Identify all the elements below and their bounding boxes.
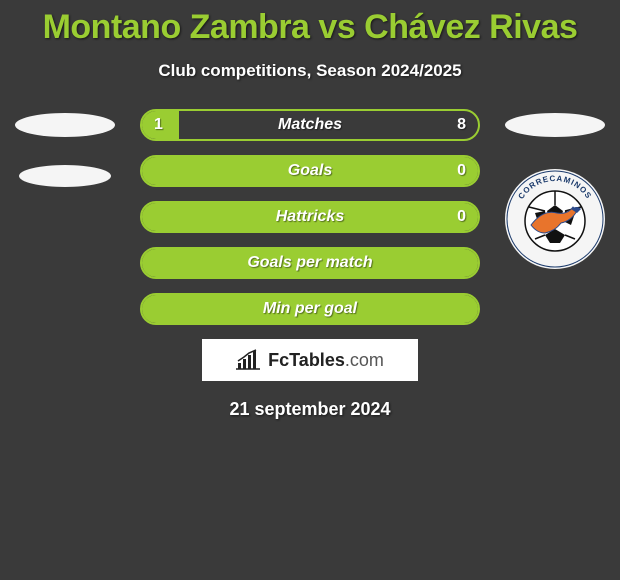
stat-label: Min per goal — [142, 295, 478, 323]
brand-text: FcTables.com — [268, 350, 384, 371]
correcaminos-logo-icon: CORRECAMINOS — [505, 169, 605, 269]
stat-bar-goals: Goals 0 — [140, 155, 480, 187]
date-text: 21 september 2024 — [0, 399, 620, 420]
stat-label: Goals — [142, 157, 478, 185]
bar-chart-icon — [236, 349, 262, 371]
left-player-badges — [10, 109, 120, 187]
player-badge-placeholder — [505, 113, 605, 137]
stat-label: Matches — [142, 111, 478, 139]
page-title: Montano Zambra vs Chávez Rivas — [0, 0, 620, 47]
brand-name-light: .com — [345, 350, 384, 370]
stat-label: Hattricks — [142, 203, 478, 231]
stat-bar-matches: 1 Matches 8 — [140, 109, 480, 141]
stats-area: CORRECAMINOS 1 Matches — [0, 109, 620, 420]
subtitle: Club competitions, Season 2024/2025 — [0, 61, 620, 81]
brand-logo[interactable]: FcTables.com — [202, 339, 418, 381]
stat-bar-hattricks: Hattricks 0 — [140, 201, 480, 233]
player-badge-placeholder — [19, 165, 111, 187]
stat-bar-goals-per-match: Goals per match — [140, 247, 480, 279]
player-badge-placeholder — [15, 113, 115, 137]
stat-right-value: 0 — [457, 157, 466, 185]
stat-right-value: 0 — [457, 203, 466, 231]
stats-bars: 1 Matches 8 Goals 0 Hattricks 0 Goals pe… — [140, 109, 480, 325]
club-logo: CORRECAMINOS — [505, 169, 605, 269]
stat-right-value: 8 — [457, 111, 466, 139]
brand-name-bold: FcTables — [268, 350, 345, 370]
stat-label: Goals per match — [142, 249, 478, 277]
right-player-badges: CORRECAMINOS — [500, 109, 610, 269]
stat-bar-min-per-goal: Min per goal — [140, 293, 480, 325]
